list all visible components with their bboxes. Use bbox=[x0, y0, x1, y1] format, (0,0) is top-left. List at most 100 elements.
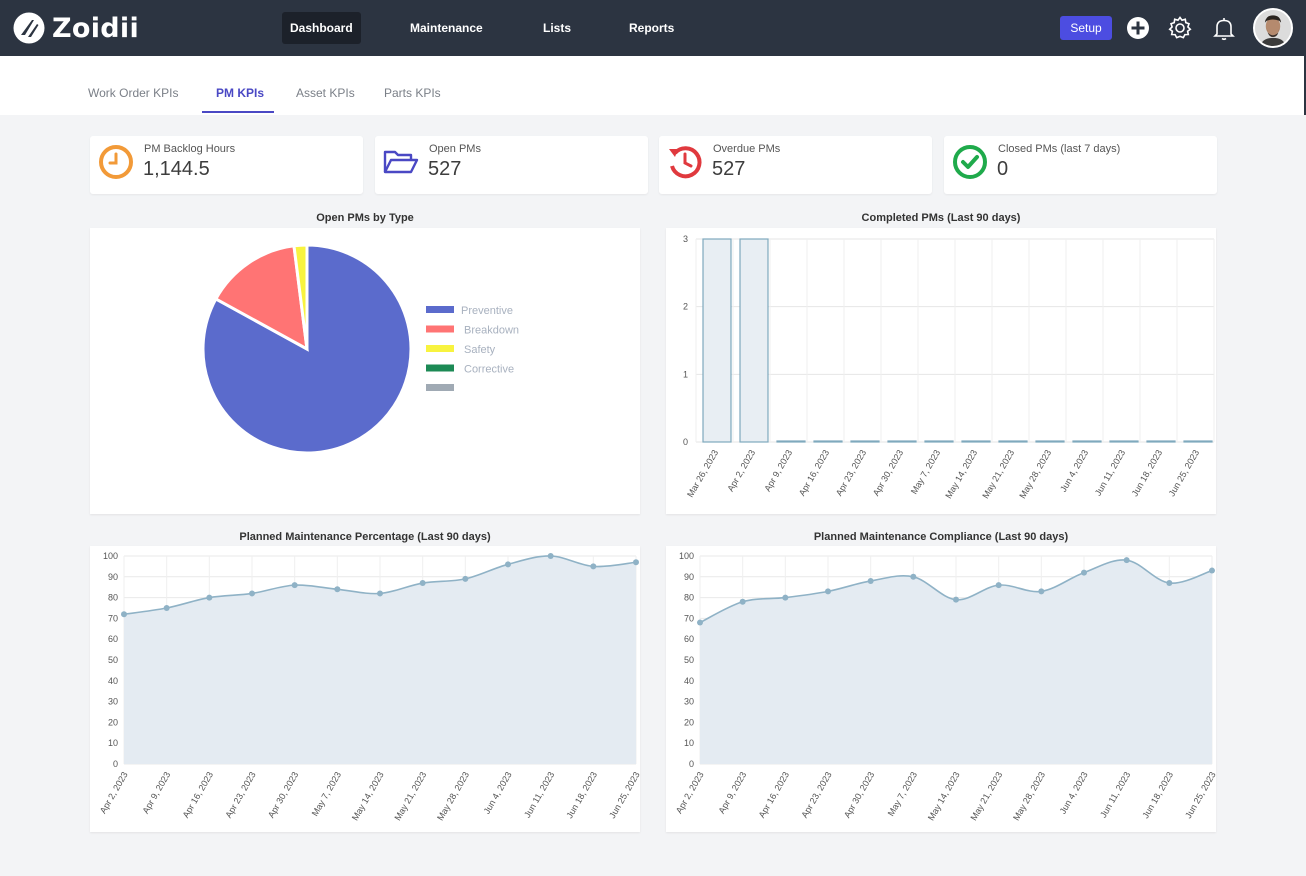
legend-swatch bbox=[426, 306, 454, 313]
kpi-value: 0 bbox=[997, 158, 1009, 180]
area-fill bbox=[124, 555, 636, 764]
x-tick-label: May 7, 2023 bbox=[310, 770, 343, 818]
kpi-label: Open PMs bbox=[429, 143, 481, 155]
nav-reports[interactable]: Reports bbox=[629, 21, 675, 35]
legend-swatch bbox=[426, 345, 454, 352]
y-tick-label: 90 bbox=[108, 572, 118, 582]
x-tick-label: May 14, 2023 bbox=[943, 448, 979, 500]
y-tick-label: 90 bbox=[684, 572, 694, 582]
chart-title-open-pms-by-type: Open PMs by Type bbox=[316, 212, 414, 224]
kpi-value: 527 bbox=[428, 158, 462, 180]
x-tick-label: Jun 18, 2023 bbox=[564, 770, 599, 820]
kpi-label: PM Backlog Hours bbox=[144, 143, 236, 155]
folder-open-icon bbox=[383, 150, 419, 174]
nav-lists[interactable]: Lists bbox=[543, 21, 572, 35]
data-point bbox=[206, 594, 213, 601]
chart-title-completed-pms: Completed PMs (Last 90 days) bbox=[861, 212, 1021, 224]
bell-icon[interactable] bbox=[1211, 15, 1237, 41]
data-point bbox=[590, 563, 597, 570]
bar bbox=[776, 440, 806, 443]
setup-button[interactable]: Setup bbox=[1060, 16, 1112, 40]
tab-asset-kpis[interactable]: Asset KPIs bbox=[296, 86, 355, 100]
nav-maintenance[interactable]: Maintenance bbox=[410, 21, 483, 35]
bar bbox=[1072, 440, 1102, 443]
add-circle-icon[interactable] bbox=[1125, 15, 1151, 41]
x-tick-label: May 21, 2023 bbox=[392, 770, 428, 822]
bar bbox=[739, 238, 769, 443]
x-tick-label: May 21, 2023 bbox=[968, 770, 1004, 822]
bar bbox=[850, 440, 880, 443]
y-tick-label: 60 bbox=[108, 634, 118, 644]
x-tick-label: Apr 2, 2023 bbox=[674, 770, 706, 815]
kpi-card-closed-pms: Closed PMs (last 7 days) 0 bbox=[944, 136, 1217, 194]
data-point bbox=[825, 588, 831, 595]
bar bbox=[887, 440, 917, 443]
tab-pm-kpis[interactable]: PM KPIs bbox=[216, 86, 265, 100]
y-tick-label: 0 bbox=[689, 759, 694, 769]
y-tick-label: 0 bbox=[113, 759, 118, 769]
data-point bbox=[377, 590, 383, 597]
data-point bbox=[334, 586, 341, 593]
x-tick-label: Jun 25, 2023 bbox=[607, 770, 640, 820]
legend-label: Safety bbox=[464, 344, 496, 356]
nav-dashboard[interactable]: Dashboard bbox=[282, 12, 361, 44]
data-point bbox=[1081, 569, 1087, 576]
bar bbox=[1035, 440, 1065, 443]
tab-work-order-kpis[interactable]: Work Order KPIs bbox=[88, 86, 179, 100]
app-logo[interactable]: Zoidii bbox=[12, 11, 139, 45]
pie-slice bbox=[292, 243, 309, 350]
x-tick-label: Jun 11, 2023 bbox=[1093, 448, 1127, 498]
bar bbox=[998, 440, 1028, 443]
zoidii-logo-icon bbox=[13, 12, 45, 44]
app-name: Zoidii bbox=[52, 12, 140, 44]
gear-icon[interactable] bbox=[1167, 15, 1193, 41]
data-point bbox=[249, 590, 255, 597]
tab-parts-kpis[interactable]: Parts KPIs bbox=[384, 86, 441, 100]
x-tick-label: May 7, 2023 bbox=[909, 448, 942, 496]
bar bbox=[961, 440, 991, 443]
data-point bbox=[995, 582, 1002, 589]
x-tick-label: Apr 9, 2023 bbox=[762, 448, 794, 493]
pie-slice bbox=[201, 243, 413, 455]
y-tick-label: 30 bbox=[684, 697, 694, 707]
pie-slice bbox=[213, 244, 309, 352]
y-tick-label: 80 bbox=[108, 593, 118, 603]
x-tick-label: Apr 16, 2023 bbox=[757, 770, 791, 820]
x-tick-label: Apr 30, 2023 bbox=[266, 770, 300, 820]
data-point bbox=[419, 580, 426, 587]
data-point bbox=[121, 611, 127, 618]
y-tick-label: 1 bbox=[683, 369, 688, 379]
x-tick-label: Jun 4, 2023 bbox=[1058, 770, 1090, 816]
legend-swatch bbox=[426, 364, 454, 372]
bar bbox=[924, 440, 954, 443]
x-tick-label: Apr 23, 2023 bbox=[834, 448, 868, 498]
y-tick-label: 50 bbox=[108, 655, 118, 665]
open-pms-pie-chart: Preventive Breakdown Safety Corrective bbox=[201, 243, 519, 455]
data-point bbox=[505, 561, 511, 568]
kpi-card-backlog-hours: PM Backlog Hours 1,144.5 bbox=[90, 136, 363, 194]
data-point bbox=[1038, 588, 1045, 595]
y-tick-label: 20 bbox=[108, 717, 118, 727]
data-point bbox=[867, 577, 874, 584]
chart-title-pm-percentage: Planned Maintenance Percentage (Last 90 … bbox=[239, 531, 491, 543]
y-tick-label: 10 bbox=[108, 738, 118, 748]
legend-label: Corrective bbox=[464, 364, 514, 376]
x-tick-label: Apr 2, 2023 bbox=[725, 448, 757, 493]
data-point bbox=[1209, 567, 1215, 574]
x-tick-label: Jun 11, 2023 bbox=[1098, 770, 1132, 820]
user-avatar[interactable] bbox=[1253, 8, 1293, 48]
legend-swatch bbox=[426, 384, 454, 391]
x-tick-label: Apr 9, 2023 bbox=[716, 770, 748, 815]
x-tick-label: Apr 23, 2023 bbox=[223, 770, 257, 820]
x-tick-label: Jun 25, 2023 bbox=[1183, 770, 1216, 820]
kpi-value: 527 bbox=[712, 158, 746, 180]
pie-chart-panel: Preventive Breakdown Safety Corrective bbox=[90, 228, 640, 514]
pm-compliance-area-chart: 0 10 20 30 40 50 60 70 80 90 100 Apr 2, 2023 Apr 9, … bbox=[674, 551, 1216, 822]
data-point bbox=[782, 594, 789, 601]
data-point bbox=[1166, 580, 1173, 587]
x-tick-label: Jun 18, 2023 bbox=[1130, 448, 1165, 498]
x-tick-label: Jun 11, 2023 bbox=[522, 770, 556, 820]
y-tick-label: 40 bbox=[684, 676, 694, 686]
y-tick-label: 2 bbox=[683, 302, 688, 312]
